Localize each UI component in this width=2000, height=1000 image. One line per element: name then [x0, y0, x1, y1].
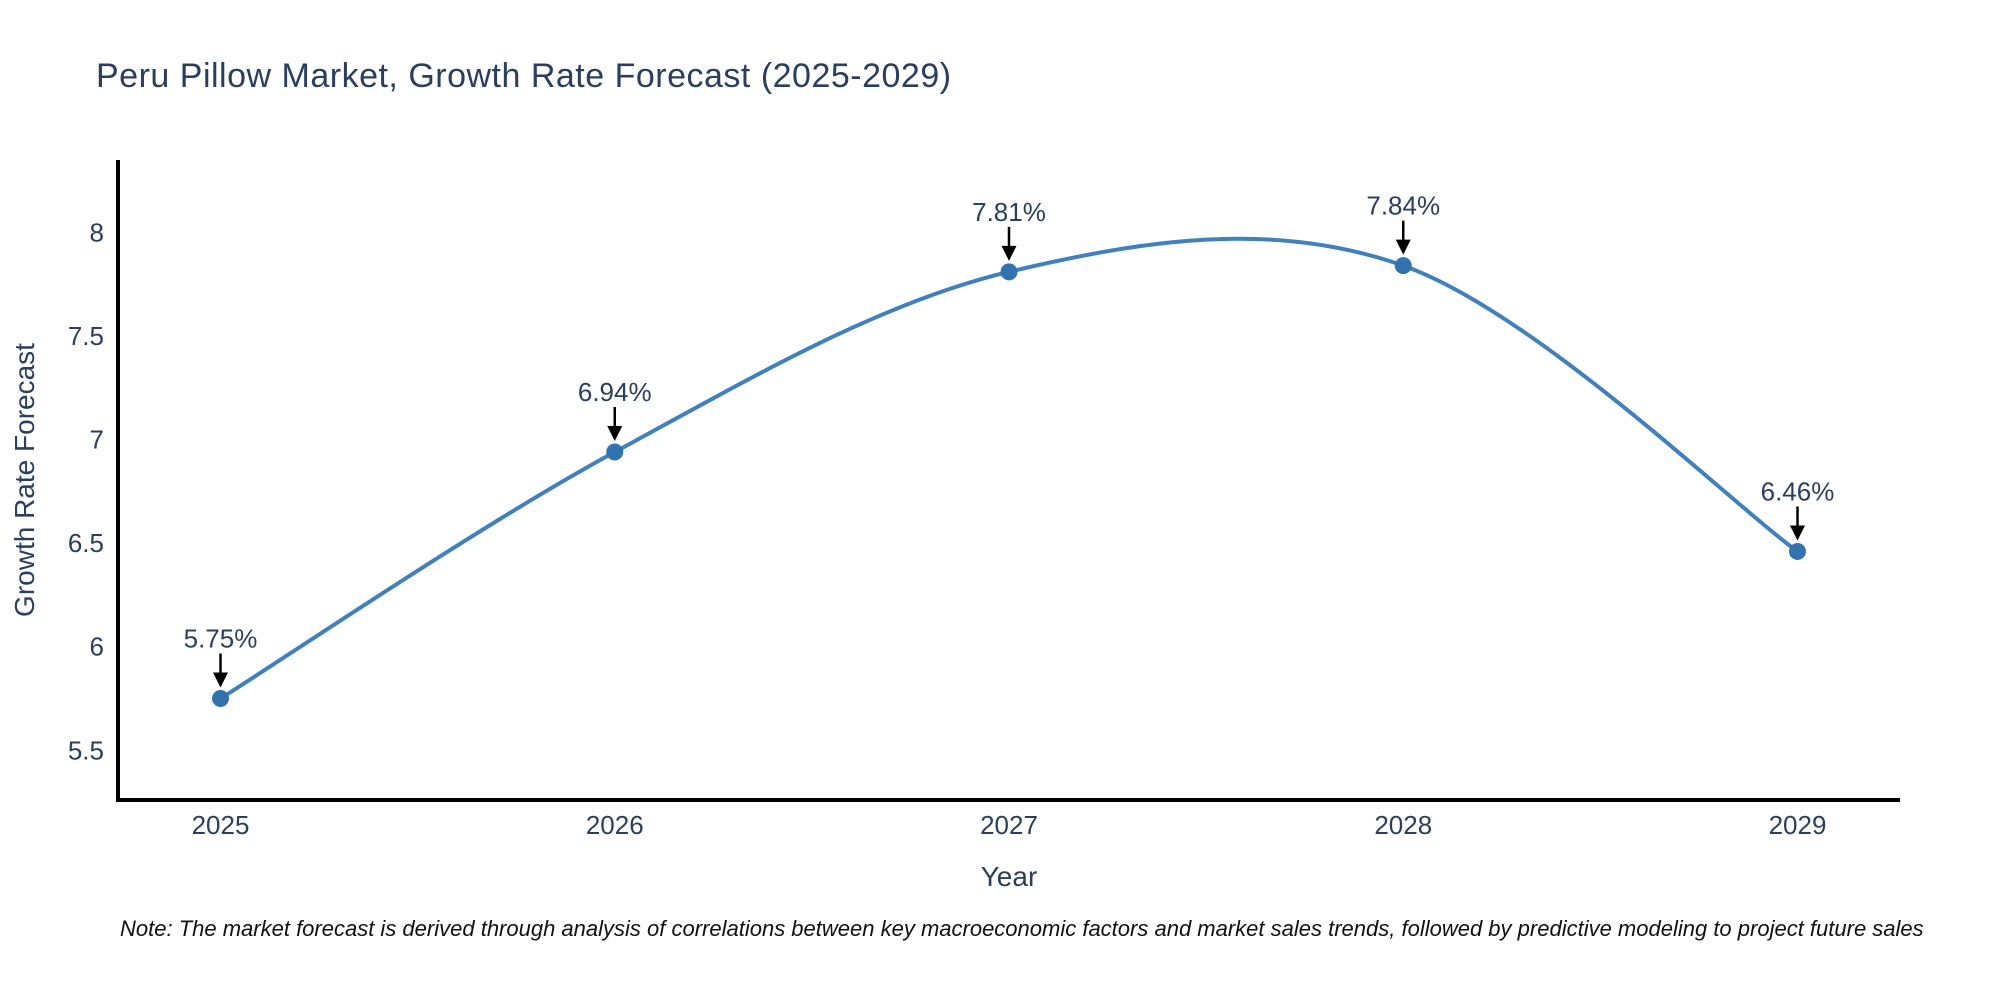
y-tick-label: 6.5 — [68, 528, 104, 558]
data-point-marker — [1788, 542, 1806, 560]
y-tick-label: 7.5 — [68, 321, 104, 351]
y-axis-title: Growth Rate Forecast — [9, 343, 40, 617]
annotation-label: 7.81% — [972, 197, 1046, 227]
annotation-arrow-head — [1789, 525, 1805, 541]
x-tick-label: 2027 — [980, 810, 1038, 840]
annotation-label: 6.46% — [1761, 476, 1835, 506]
x-tick-label: 2029 — [1769, 810, 1827, 840]
x-tick-label: 2025 — [192, 810, 250, 840]
data-point-marker — [1394, 257, 1412, 275]
annotation-label: 6.94% — [578, 377, 652, 407]
annotation-label: 7.84% — [1366, 191, 1440, 221]
y-tick-label: 6 — [90, 632, 104, 662]
footnote: Note: The market forecast is derived thr… — [120, 916, 1924, 941]
annotation-arrow-head — [1395, 239, 1411, 255]
y-tick-label: 7 — [90, 425, 104, 455]
y-tick-label: 8 — [90, 217, 104, 247]
x-tick-label: 2026 — [586, 810, 644, 840]
series-line — [218, 236, 1800, 701]
data-point-marker — [1000, 263, 1018, 281]
data-point-marker — [212, 690, 230, 708]
annotation-arrow-head — [1001, 245, 1017, 261]
annotation-arrow-head — [213, 672, 229, 688]
annotation-arrow-head — [607, 426, 623, 442]
x-axis-title: Year — [981, 861, 1038, 892]
x-tick-label: 2028 — [1374, 810, 1432, 840]
annotation-label: 5.75% — [184, 624, 258, 654]
y-tick-label: 5.5 — [68, 735, 104, 765]
data-point-marker — [606, 443, 624, 461]
chart-title: Peru Pillow Market, Growth Rate Forecast… — [96, 56, 952, 95]
